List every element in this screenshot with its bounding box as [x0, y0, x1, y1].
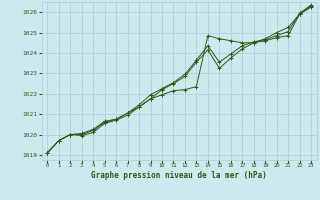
X-axis label: Graphe pression niveau de la mer (hPa): Graphe pression niveau de la mer (hPa) — [91, 171, 267, 180]
